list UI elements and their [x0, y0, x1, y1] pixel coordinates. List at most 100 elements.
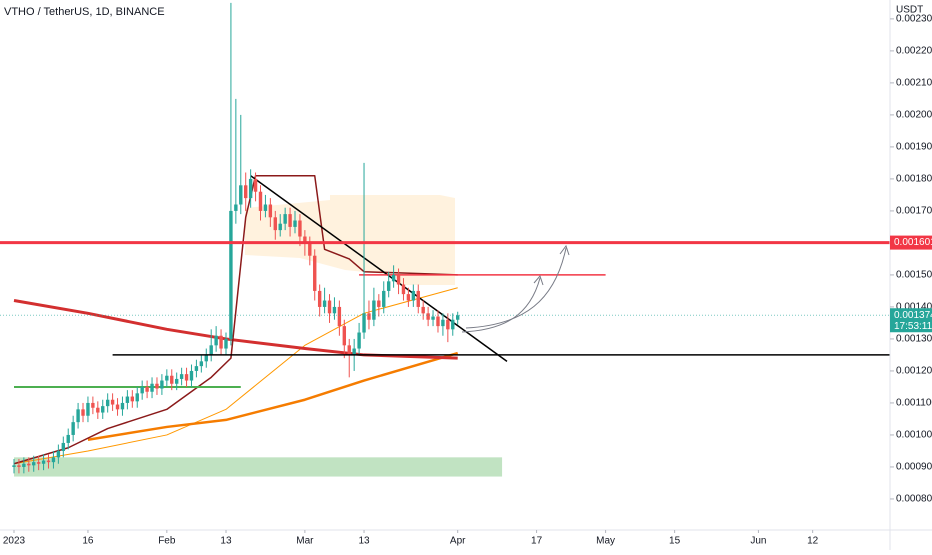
- time-axis-bg: [0, 530, 932, 550]
- candle-body: [209, 345, 213, 355]
- candle-body: [308, 242, 312, 256]
- candle-body: [451, 319, 455, 330]
- last-price-box: [890, 308, 932, 333]
- candle-body: [436, 316, 440, 327]
- candle-body: [32, 462, 36, 466]
- candle-body: [81, 409, 85, 416]
- x-tick-label: Feb: [158, 536, 176, 547]
- candle-body: [382, 290, 386, 307]
- candle-body: [165, 375, 169, 381]
- candle-body: [273, 217, 277, 231]
- x-tick-label: 15: [669, 536, 681, 547]
- candle-body: [140, 386, 144, 394]
- candle-body: [36, 462, 41, 464]
- candle-body: [96, 407, 100, 413]
- candle-body: [283, 214, 287, 224]
- candle-body: [342, 326, 347, 346]
- candle-body: [372, 300, 376, 320]
- candle-body: [253, 178, 258, 192]
- candle-body: [446, 319, 450, 330]
- candle-body: [199, 361, 204, 367]
- candle-body: [456, 315, 460, 320]
- candle-body: [22, 463, 26, 467]
- cloud-shade: [245, 195, 455, 285]
- candle-body: [224, 338, 228, 349]
- candle-body: [391, 274, 396, 282]
- candle-body: [347, 345, 351, 355]
- candle-body: [244, 185, 248, 199]
- candle-body: [431, 316, 435, 320]
- candle-body: [313, 255, 317, 291]
- candle-body: [278, 223, 282, 231]
- x-tick-label: 13: [220, 536, 232, 547]
- candle-body: [337, 306, 342, 327]
- y-axis-label: USDT: [896, 5, 923, 16]
- chart-title: VTHO / TetherUS, 1D, BINANCE: [4, 6, 165, 18]
- overlay-line: [87, 351, 459, 441]
- candle-body: [421, 306, 425, 314]
- x-tick-label: 16: [82, 536, 94, 547]
- x-tick-label: 13: [358, 536, 370, 547]
- x-tick-label: Jun: [750, 536, 766, 547]
- candle-body: [288, 214, 292, 227]
- arrow-head: [533, 275, 544, 286]
- candle-body: [86, 402, 90, 416]
- x-tick-label: May: [596, 536, 615, 547]
- candle-body: [170, 375, 174, 384]
- y-tick-label: 0.002300: [896, 14, 932, 25]
- candle-body: [120, 402, 125, 410]
- candle-body: [268, 204, 273, 218]
- candle-body: [56, 450, 61, 458]
- candle-body: [125, 396, 130, 403]
- candle-body: [263, 204, 268, 211]
- candle-body: [229, 210, 233, 339]
- price-axis-bg: [890, 0, 932, 550]
- candle-body: [401, 284, 406, 295]
- candle-body: [101, 406, 105, 413]
- candle-body: [377, 300, 381, 307]
- candle-body: [76, 409, 80, 423]
- candle-body: [322, 300, 327, 307]
- candle-body: [248, 178, 253, 199]
- candle-body: [298, 220, 302, 237]
- candle-body: [367, 313, 371, 320]
- candle-body: [115, 404, 120, 410]
- candle-body: [110, 399, 115, 405]
- annotation-arrows: [461, 244, 570, 333]
- candle-body: [91, 402, 95, 408]
- candle-body: [214, 335, 218, 346]
- candle-body: [204, 354, 208, 362]
- candle-body: [332, 306, 337, 314]
- candle-body: [411, 290, 416, 301]
- candle-body: [145, 386, 149, 392]
- candle-body: [41, 460, 46, 464]
- candle-body: [12, 465, 16, 467]
- candle-body: [105, 399, 110, 407]
- price-label-box: [890, 235, 932, 250]
- candle-body: [155, 383, 159, 389]
- candle-body: [46, 460, 51, 463]
- candle-body: [160, 380, 164, 389]
- zone: [14, 457, 503, 477]
- candle-body: [352, 348, 356, 355]
- countdown-label: 17:53:11: [894, 321, 932, 332]
- candle-body: [17, 465, 21, 467]
- candle-body: [194, 366, 199, 371]
- x-tick-label: 17: [531, 536, 543, 547]
- layer-back: [14, 195, 503, 477]
- candle-body: [406, 294, 411, 301]
- price-label: 0.001601: [894, 237, 932, 248]
- candle-body: [61, 442, 65, 451]
